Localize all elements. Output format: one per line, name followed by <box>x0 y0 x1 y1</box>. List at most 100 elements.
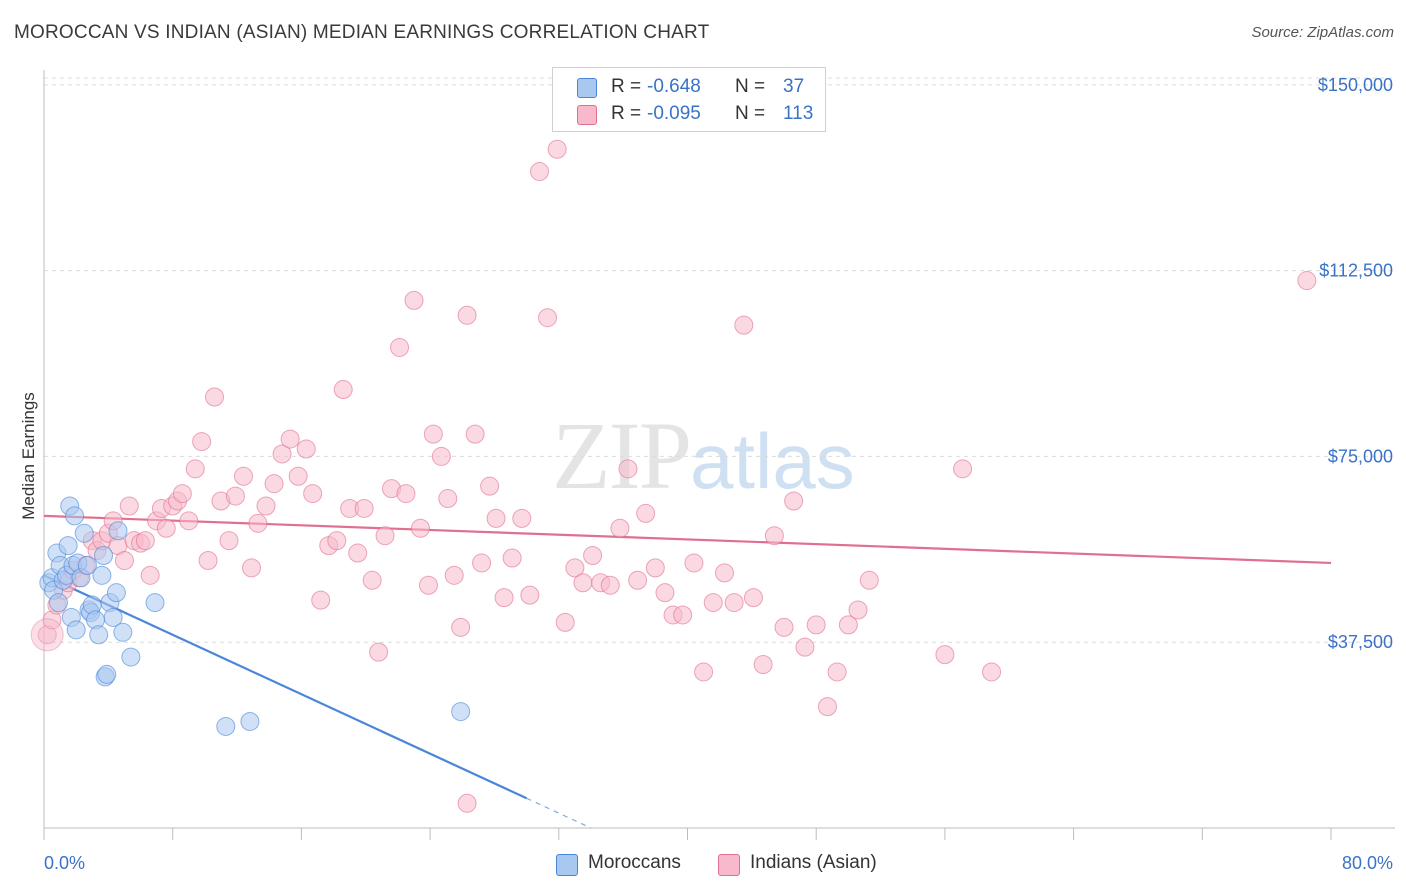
moroccan-point <box>145 593 165 613</box>
indian-point <box>848 600 868 620</box>
indian-point <box>410 518 430 538</box>
indian-point <box>465 424 485 444</box>
indian-point <box>982 662 1002 682</box>
moroccan-point <box>94 546 114 566</box>
moroccan-point <box>121 647 141 667</box>
indian-point <box>935 645 955 665</box>
watermark: ZIPatlas <box>552 400 855 511</box>
indian-point <box>444 565 464 585</box>
moroccan-point <box>97 664 117 684</box>
bottom-legend-label: Indians (Asian) <box>750 852 877 873</box>
legend-row-moroccans: R = -0.648 N = 37 <box>553 75 825 101</box>
indian-point <box>583 546 603 566</box>
data-points <box>30 139 1317 813</box>
legend-row-indians: R = -0.095 N = 113 <box>553 102 825 128</box>
indian-point <box>472 553 492 573</box>
correlation-legend: R = -0.648 N = 37 R = -0.095 N = 113 <box>552 67 826 132</box>
indian-point <box>288 466 308 486</box>
indian-point <box>354 498 374 518</box>
indian-point <box>438 489 458 509</box>
bottom-legend-swatch-moroccans <box>556 854 578 876</box>
indian-point <box>296 439 316 459</box>
indian-point <box>264 474 284 494</box>
indian-point <box>618 459 638 479</box>
indian-point <box>547 139 567 159</box>
indian-point <box>636 503 656 523</box>
y-tick-label: $112,500 <box>1319 261 1393 281</box>
legend-r-value: -0.095 <box>647 103 701 124</box>
legend-swatch-indians <box>577 105 597 125</box>
indian-point <box>538 308 558 328</box>
indian-point <box>743 588 763 608</box>
indian-point <box>486 508 506 528</box>
indian-point <box>114 550 134 570</box>
indian-point <box>390 337 410 357</box>
legend-n-value: 37 <box>783 76 805 97</box>
moroccan-point <box>106 583 126 603</box>
indian-point <box>192 432 212 452</box>
indian-point <box>724 593 744 613</box>
indian-point <box>431 446 451 466</box>
indian-point <box>795 637 815 657</box>
indian-point <box>362 570 382 590</box>
indian-point <box>233 466 253 486</box>
indian-point <box>396 484 416 504</box>
moroccan-point <box>216 716 236 736</box>
indian-point <box>369 642 389 662</box>
y-tick-label: $150,000 <box>1318 75 1393 95</box>
moroccan-point <box>66 620 86 640</box>
moroccan-point <box>48 593 68 613</box>
indian-point <box>628 570 648 590</box>
moroccan-trend-extension <box>526 797 592 829</box>
indian-point <box>311 590 331 610</box>
indian-point <box>219 531 239 551</box>
indian-point <box>140 565 160 585</box>
indian-point <box>1297 271 1317 291</box>
indian-point <box>494 588 514 608</box>
y-tick-label: $37,500 <box>1328 632 1393 652</box>
indian-point <box>156 518 176 538</box>
bottom-legend-label: Moroccans <box>588 852 681 873</box>
indian-point <box>135 531 155 551</box>
legend-n-value: 113 <box>783 103 814 124</box>
indian-point <box>565 558 585 578</box>
indian-point <box>774 617 794 637</box>
bottom-legend-swatch-indians <box>718 854 740 876</box>
indian-point <box>225 486 245 506</box>
indian-point <box>827 662 847 682</box>
chart-source: Source: ZipAtlas.com <box>1251 24 1394 41</box>
indian-point <box>248 513 268 533</box>
indian-point <box>198 550 218 570</box>
indian-point <box>838 615 858 635</box>
axes <box>43 70 1395 840</box>
moroccan-trend-line <box>43 574 528 800</box>
indian-point <box>703 593 723 613</box>
indian-point <box>573 573 593 593</box>
indian-point <box>694 662 714 682</box>
watermark-atlas: atlas <box>690 417 855 505</box>
indian-point <box>418 575 438 595</box>
indian-point <box>480 476 500 496</box>
indian-point <box>375 526 395 546</box>
indian-point <box>457 793 477 813</box>
moroccan-point <box>65 506 85 526</box>
moroccan-point <box>74 523 94 543</box>
moroccan-point <box>108 521 128 541</box>
legend-n-label: N = <box>735 76 766 97</box>
moroccan-point <box>92 565 112 585</box>
indian-point <box>753 655 773 675</box>
moroccan-point <box>77 555 97 575</box>
indian-point-large <box>30 618 64 652</box>
indian-point <box>172 484 192 504</box>
legend-r-label: R = <box>611 103 642 124</box>
legend-n-label: N = <box>735 103 766 124</box>
indian-point <box>655 583 675 603</box>
indian-point <box>645 558 665 578</box>
moroccan-point <box>240 711 260 731</box>
y-axis-title: Median Earnings <box>19 392 38 520</box>
indian-point <box>272 444 292 464</box>
indian-point <box>280 429 300 449</box>
legend-r-label: R = <box>611 76 642 97</box>
indian-point <box>119 496 139 516</box>
y-tick-label: $75,000 <box>1328 446 1393 466</box>
